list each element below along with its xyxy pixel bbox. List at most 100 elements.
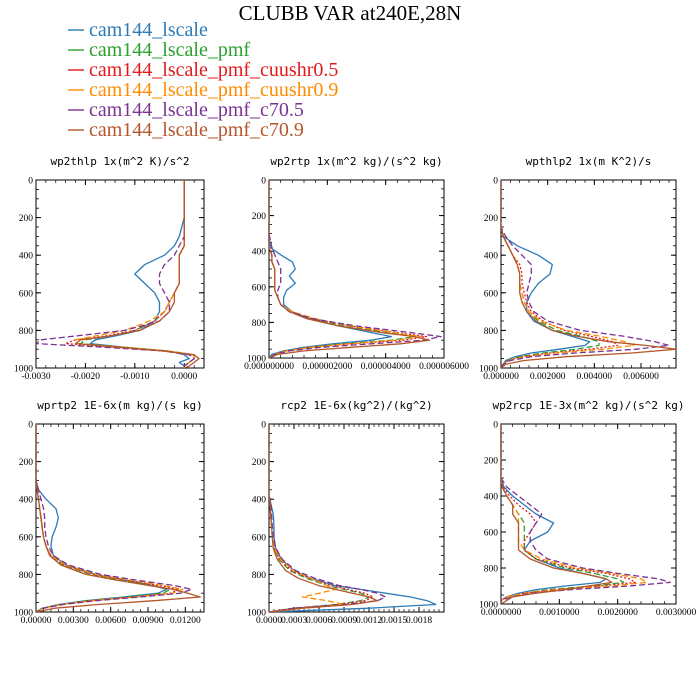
series-line-cam144_lscale_pmf_c70.5	[501, 424, 671, 604]
legend-label: cam144_lscale	[89, 19, 208, 41]
x-tick-label: 0.0009	[331, 616, 357, 626]
y-tick-label: 1000	[247, 355, 266, 365]
series-line-cam144_lscale_pmf_c70.9	[501, 180, 676, 368]
y-tick-label: 800	[484, 327, 499, 337]
panel-title: wp2rcp 1E-3x(m^2 kg)/(s^2 kg)	[492, 399, 684, 412]
x-tick-label: 0.0010000	[539, 608, 580, 618]
y-tick-label: 200	[484, 457, 499, 467]
y-tick-label: 1000	[247, 609, 266, 619]
x-tick-label: -0.0020	[71, 372, 101, 382]
y-tick-label: 800	[19, 571, 34, 581]
x-tick-label: -0.0030	[21, 372, 51, 382]
figure-title: CLUBB VAR at240E,28N	[239, 1, 462, 25]
plot-frame	[500, 179, 677, 369]
x-tick-label: 0.004000	[577, 372, 613, 382]
panel-title: rcp2 1E-6x(kg^2)/(kg^2)	[280, 399, 432, 412]
series-line-cam144_lscale_pmf	[269, 424, 370, 612]
series-line-cam144_lscale_pmf_c70.9	[74, 180, 200, 368]
chart-panel-2: wp2rtp 1x(m^2 kg)/(s^2 kg) 0 200 400 600 800 1…	[244, 155, 469, 372]
y-tick-label: 600	[252, 533, 267, 543]
series-line-cam144_lscale_pmf_c70.9	[269, 424, 378, 612]
series-line-cam144_lscale	[501, 180, 591, 368]
x-tick-label: 0.0018	[406, 616, 432, 626]
y-tick-label: 0	[493, 421, 498, 431]
series-line-cam144_lscale_pmf_c70.9	[501, 424, 613, 604]
legend-label: cam144_lscale_pmf_c70.5	[89, 99, 304, 121]
y-tick-label: 400	[252, 496, 267, 506]
series-line-cam144_lscale_pmf_cuushr0.9	[269, 424, 345, 612]
chart-panel-3: wpthlp2 1x(m K^2)/s020040060080010000.00…	[479, 155, 677, 382]
x-tick-label: 0.0000	[256, 616, 282, 626]
series-line-cam144_lscale_pmf_c70.9	[269, 180, 431, 358]
series-line-cam144_lscale_pmf	[501, 424, 625, 604]
series-line-cam144_lscale_pmf_cuushr0.9	[269, 180, 422, 358]
series-line-cam144_lscale	[269, 424, 437, 612]
x-tick-label: 0.000000	[483, 372, 519, 382]
y-tick-label: 600	[19, 533, 34, 543]
x-tick-label: 0.00600	[95, 616, 126, 626]
series-line-cam144_lscale_pmf_cuushr0.9	[501, 180, 635, 368]
series-line-cam144_lscale	[269, 180, 393, 358]
panel-title: wprtp2 1E-6x(m kg)/(s kg)	[37, 399, 203, 412]
y-tick-label: 800	[252, 571, 267, 581]
series-line-cam144_lscale_pmf_cuushr0.5	[501, 424, 636, 604]
y-tick-label: 200	[484, 214, 499, 224]
x-tick-label: 0.000004000	[361, 362, 411, 372]
plot-frame	[268, 423, 445, 613]
x-tick-label: 0.0003	[281, 616, 307, 626]
x-tick-label: 0.00000	[21, 616, 52, 626]
chart-panel-6: wp2rcp 1E-3x(m^2 kg)/(s^2 kg) 0 200 400 600 8…	[479, 399, 696, 618]
x-tick-label: 0.00900	[133, 616, 164, 626]
y-tick-label: 400	[19, 496, 34, 506]
y-tick-label: 600	[484, 289, 499, 299]
series-line-cam144_lscale	[36, 424, 168, 612]
chart-panel-1: wp2thlp 1x(m^2 K)/s^202004006008001000-0…	[14, 155, 205, 382]
panel-title: wp2thlp 1x(m^2 K)/s^2	[50, 155, 189, 168]
series-line-cam144_lscale_pmf_c70.5	[269, 180, 442, 358]
panels: wp2thlp 1x(m^2 K)/s^202004006008001000-0…	[14, 155, 696, 626]
legend-label: cam144_lscale_pmf_cuushr0.9	[89, 79, 338, 101]
x-tick-label: 0.000006000	[419, 362, 469, 372]
x-tick-label: 0.0020000	[597, 608, 638, 618]
y-tick-label: 1000	[479, 601, 498, 611]
series-line-cam144_lscale_pmf	[269, 180, 416, 358]
chart-panel-5: rcp2 1E-6x(kg^2)/(kg^2) 0 200 400 600 800 1000…	[247, 399, 445, 626]
panel-title: wp2rtp 1x(m^2 kg)/(s^2 kg)	[270, 155, 442, 168]
legend-label: cam144_lscale_pmf	[89, 39, 250, 61]
y-tick-label: 400	[19, 252, 34, 262]
y-tick-label: 400	[484, 252, 499, 262]
y-tick-label: 400	[484, 493, 499, 503]
x-tick-label: 0.0012	[356, 616, 382, 626]
y-tick-label: 200	[19, 214, 34, 224]
y-tick-label: 600	[484, 529, 499, 539]
x-tick-label: 0.0006	[306, 616, 332, 626]
x-tick-label: 0.0015	[381, 616, 407, 626]
series-line-cam144_lscale_pmf_c70.5	[36, 180, 195, 368]
y-tick-label: 0	[261, 421, 266, 431]
series-line-cam144_lscale_pmf_cuushr0.9	[501, 424, 648, 604]
y-tick-label: 0	[28, 177, 33, 187]
x-tick-label: -0.0010	[120, 372, 150, 382]
panel-title: wpthlp2 1x(m K^2)/s	[526, 155, 652, 168]
y-tick-label: 1000	[14, 365, 33, 375]
series-line-cam144_lscale	[501, 424, 607, 604]
y-tick-label: 1000	[14, 609, 33, 619]
series-line-cam144_lscale	[89, 180, 190, 368]
y-tick-label: 400	[252, 248, 267, 258]
y-tick-label: 0	[261, 177, 266, 187]
x-tick-label: 0.0030000	[656, 608, 697, 618]
x-tick-label: 0.01200	[170, 616, 201, 626]
x-tick-label: 0.00300	[58, 616, 89, 626]
y-tick-label: 800	[252, 319, 267, 329]
y-tick-label: 200	[252, 212, 267, 222]
series-line-cam144_lscale_pmf_c70.5	[501, 180, 670, 368]
chart-panel-4: wprtp2 1E-6x(m kg)/(s kg) 0 200 400 600 800 10…	[14, 399, 205, 626]
y-tick-label: 800	[484, 565, 499, 575]
y-tick-label: 0	[28, 421, 33, 431]
y-tick-label: 600	[252, 283, 267, 293]
y-tick-label: 1000	[479, 365, 498, 375]
y-tick-label: 200	[252, 458, 267, 468]
legend-label: cam144_lscale_pmf_c70.9	[89, 119, 304, 141]
